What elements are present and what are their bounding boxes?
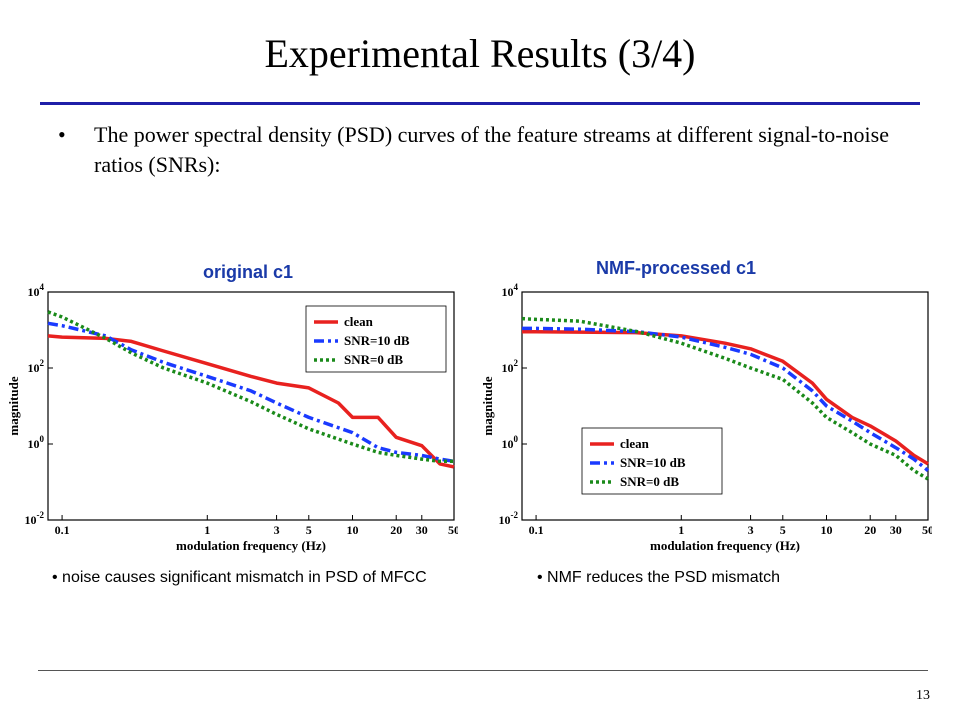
left-legend-label: SNR=0 dB [344,352,403,367]
left-x-axis-label: modulation frequency (Hz) [176,538,326,553]
left-ytick-label: 100 [28,434,45,451]
left-psd-chart: 0.1 1 3 5 10 20 30 50 104 102 100 10-2 modulation fr… [6,282,459,553]
right-xtick-label: 5 [780,523,786,537]
left-series-snr-10-db [47,321,455,464]
left-xtick-label: 5 [306,523,312,537]
left-legend-label: clean [344,314,374,329]
bullet-dot-icon: • [58,122,66,147]
left-xtick-label: 1 [204,523,210,537]
left-xtick-label: 20 [390,523,402,537]
left-legend: clean SNR=10 dB SNR=0 dB [305,305,447,373]
left-ytick-label: 102 [28,358,45,375]
right-xtick-label: 50 [922,523,932,537]
right-legend-label: SNR=10 dB [620,455,686,470]
left-caption-bullet-icon: • [52,569,63,586]
right-legend: clean SNR=10 dB SNR=0 dB [581,427,723,495]
right-psd-chart: 0.1 1 3 5 10 20 30 50 104 102 100 10-2 modulation fr… [480,282,932,553]
left-ytick-label: 10-2 [25,510,45,527]
right-xtick-label: 3 [748,523,754,537]
right-legend-label: SNR=0 dB [620,474,679,489]
right-ytick-label: 100 [502,434,519,451]
left-series-snr-0-db [47,310,454,464]
left-axes: 0.1 1 3 5 10 20 30 50 104 102 100 10-2 [25,282,459,537]
right-y-axis-label: magnitude [480,376,495,435]
right-xtick-label: 30 [890,523,902,537]
right-series-snr-10-db [522,326,930,472]
left-xtick-label: 30 [416,523,428,537]
right-caption-bullet-icon: • [537,569,548,586]
page-number: 13 [916,688,930,703]
right-series-snr-0-db [521,316,929,481]
left-caption-text: noise causes significant mismatch in PSD… [62,569,427,586]
left-legend-label: SNR=10 dB [344,333,410,348]
right-ytick-label: 104 [502,282,519,299]
right-chart-title: NMF-processed c1 [596,258,757,278]
left-caption: • noise causes significant mismatch in P… [52,566,472,590]
right-xtick-label: 20 [864,523,876,537]
left-chart-title: original c1 [203,262,294,282]
left-xtick-label: 50 [448,523,458,537]
right-series-clean [522,329,929,466]
right-legend-box [581,427,723,495]
right-xtick-label: 0.1 [529,523,544,537]
left-xtick-label: 10 [347,523,359,537]
footer-divider [38,670,928,671]
slide-title: Experimental Results (3/4) [264,31,696,76]
right-caption-text: NMF reduces the PSD mismatch [547,569,780,586]
title-divider [40,102,920,105]
left-series-clean [47,334,455,469]
right-xtick-label: 1 [678,523,684,537]
left-legend-box [305,305,447,373]
left-y-axis-label: magnitude [6,376,21,435]
bullet-text: The power spectral density (PSD) curves … [94,122,889,177]
right-xtick-label: 10 [821,523,833,537]
left-xtick-label: 0.1 [55,523,70,537]
right-x-axis-label: modulation frequency (Hz) [650,538,800,553]
right-legend-label: clean [620,436,650,451]
left-xtick-label: 3 [274,523,280,537]
right-ytick-label: 10-2 [499,510,519,527]
right-caption: • NMF reduces the PSD mismatch [537,566,917,590]
right-ytick-label: 102 [502,358,519,375]
left-ytick-label: 104 [28,282,45,299]
